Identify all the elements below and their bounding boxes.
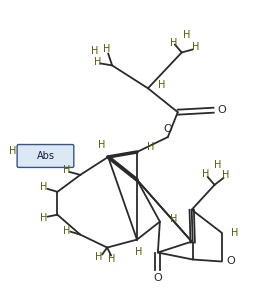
Text: H: H — [158, 80, 165, 90]
Text: H: H — [192, 43, 199, 53]
Text: O: O — [226, 256, 235, 266]
Text: H: H — [214, 160, 221, 170]
Text: H: H — [91, 47, 98, 56]
Text: H: H — [202, 169, 209, 179]
Text: H: H — [147, 142, 155, 152]
Text: H: H — [40, 182, 47, 192]
Text: H: H — [98, 140, 106, 150]
Text: H: H — [94, 57, 101, 67]
Text: Abs: Abs — [37, 151, 54, 161]
Text: H: H — [9, 146, 16, 156]
Text: H: H — [135, 246, 143, 256]
Text: H: H — [231, 228, 238, 238]
Text: H: H — [183, 30, 190, 40]
Text: H: H — [104, 44, 111, 54]
Text: H: H — [40, 213, 47, 223]
Text: O: O — [217, 105, 226, 115]
Text: O: O — [154, 273, 162, 283]
Text: H: H — [222, 170, 229, 180]
Text: H: H — [108, 253, 116, 264]
Text: H: H — [63, 226, 70, 236]
Text: H: H — [63, 165, 70, 175]
Text: H: H — [170, 214, 178, 224]
Text: H: H — [170, 37, 178, 47]
Text: H: H — [94, 252, 102, 262]
FancyBboxPatch shape — [17, 145, 74, 167]
Text: O: O — [164, 124, 172, 134]
